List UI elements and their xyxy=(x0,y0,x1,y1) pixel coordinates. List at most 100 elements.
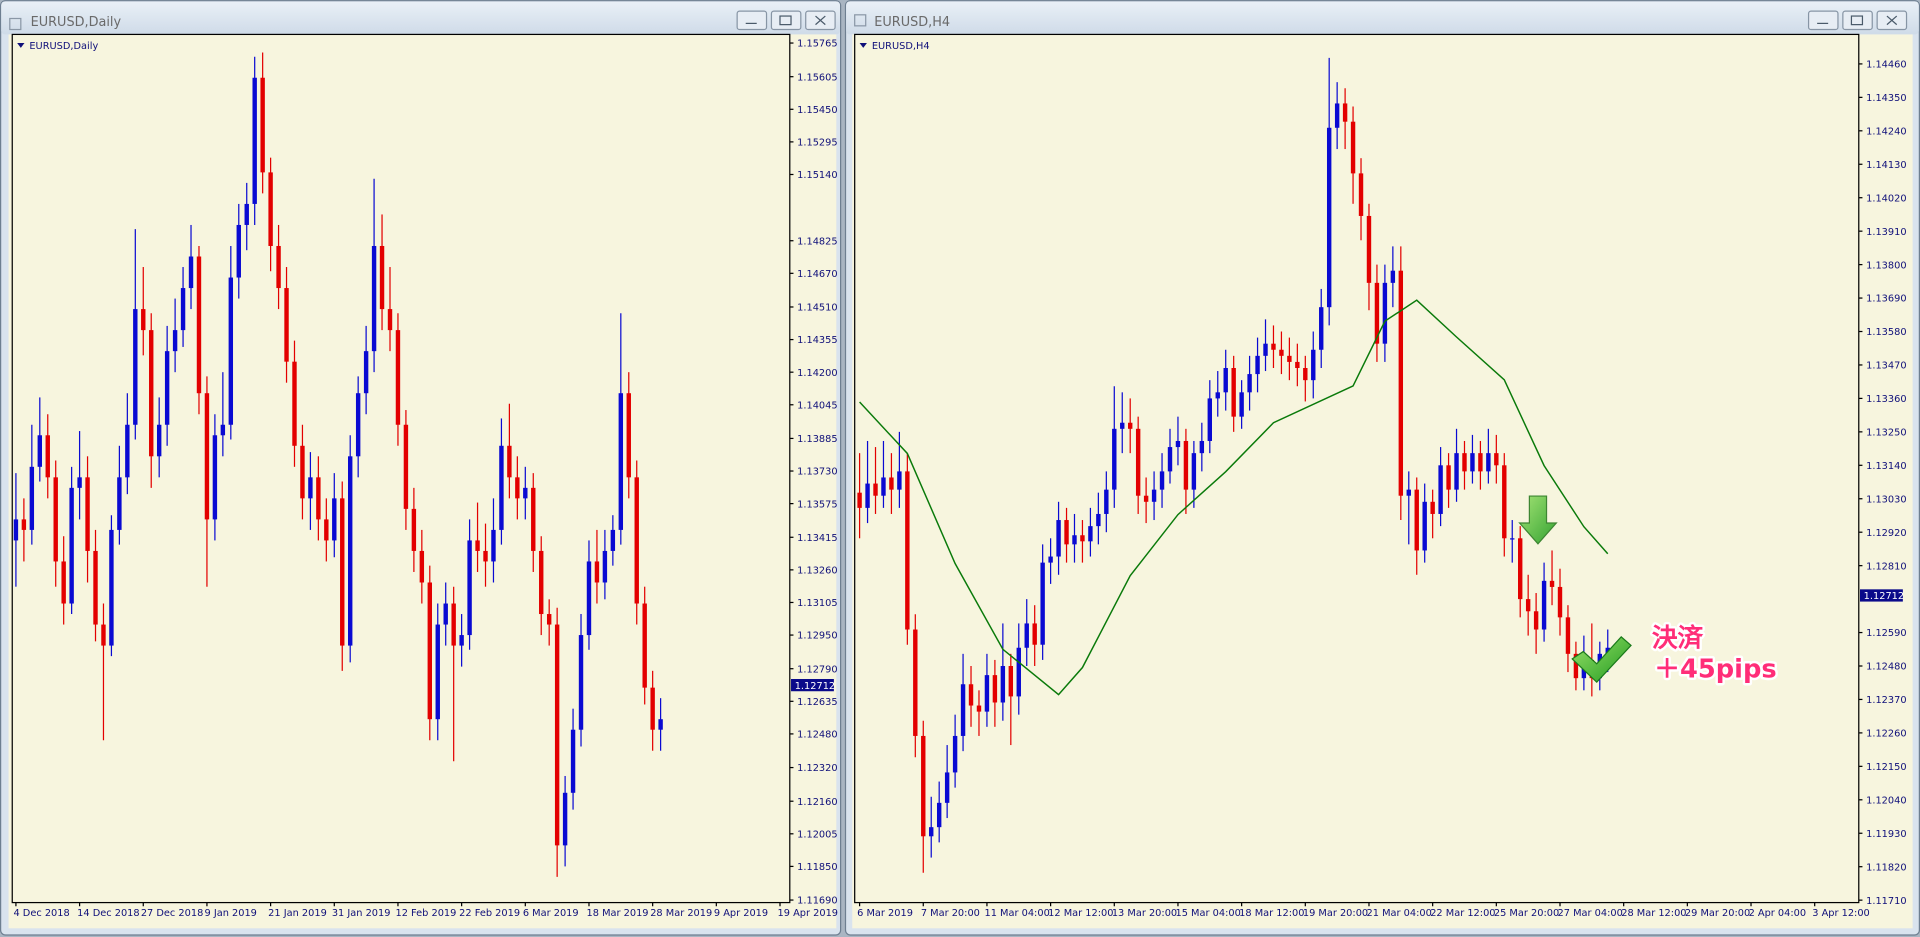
candle-body xyxy=(1128,422,1133,429)
candle-body xyxy=(1573,653,1579,679)
minimize-button[interactable] xyxy=(1807,10,1839,31)
candle-body xyxy=(1533,611,1539,630)
window-title: EURUSD,H4 xyxy=(874,15,950,30)
candle-body xyxy=(292,361,297,446)
check-icon xyxy=(1571,636,1632,684)
candle-body xyxy=(1446,465,1451,490)
candle-body xyxy=(1486,453,1491,472)
x-tick-label: 28 Mar 12:00 xyxy=(1621,908,1686,919)
candle-body xyxy=(475,540,480,551)
candle-body xyxy=(1191,453,1197,490)
candle-body xyxy=(610,529,616,551)
y-tick-label: 1.15450 xyxy=(797,105,837,116)
candle-body xyxy=(1295,361,1300,368)
candle-body xyxy=(889,477,894,490)
candle-body xyxy=(324,519,329,541)
candle-body xyxy=(1311,349,1316,381)
candle-body xyxy=(53,477,58,562)
candle-body xyxy=(411,508,417,551)
candle-body xyxy=(13,519,19,541)
y-tick-label: 1.14825 xyxy=(797,236,837,247)
candle-body xyxy=(1088,526,1093,542)
candle-body xyxy=(1287,355,1292,362)
y-tick-label: 1.12260 xyxy=(1866,729,1906,740)
candle-body xyxy=(634,477,639,604)
candle-body xyxy=(300,445,305,499)
y-tick-label: 1.13140 xyxy=(1866,461,1906,472)
moving-average xyxy=(859,299,1609,696)
candle-body xyxy=(968,684,974,706)
minimize-button[interactable] xyxy=(736,10,768,31)
y-tick-label: 1.14510 xyxy=(797,303,837,314)
candle-body xyxy=(1406,489,1411,496)
x-tick-label: 18 Mar 2019 xyxy=(587,908,649,919)
candle-body xyxy=(308,477,313,499)
candle-body xyxy=(618,393,624,530)
candle-body xyxy=(355,393,361,457)
price-tag-label: 1.12712 xyxy=(795,681,835,692)
window-icon xyxy=(9,17,22,31)
candle-body xyxy=(1557,586,1563,618)
candle-body xyxy=(1565,617,1571,654)
candle-body xyxy=(276,245,281,289)
candle-body xyxy=(929,827,934,837)
candle-body xyxy=(499,445,504,530)
candle-body xyxy=(133,309,138,425)
y-tick-label: 1.15295 xyxy=(797,138,837,149)
candle-body xyxy=(212,435,218,520)
candle-body xyxy=(602,550,608,583)
candle-body xyxy=(1525,599,1531,612)
candle-body xyxy=(539,550,544,615)
candle-body xyxy=(531,487,536,551)
candle-body xyxy=(1247,374,1252,393)
candle-body xyxy=(196,256,202,394)
candle-body xyxy=(626,393,631,478)
maximize-button[interactable] xyxy=(1842,10,1873,31)
price-tag xyxy=(791,678,834,692)
candle-body xyxy=(1112,428,1117,490)
y-tick-label: 1.14670 xyxy=(797,269,837,280)
candle-body xyxy=(1024,623,1029,648)
x-tick-label: 18 Mar 12:00 xyxy=(1239,908,1304,919)
candle-body xyxy=(1215,392,1220,399)
candle-body xyxy=(188,256,194,289)
candle-body xyxy=(467,540,472,636)
candle-body xyxy=(1510,538,1515,540)
chart-area xyxy=(8,34,837,929)
y-tick-label: 1.12950 xyxy=(797,631,837,642)
candle-body xyxy=(268,172,273,246)
candle-body xyxy=(1255,355,1260,375)
y-tick-label: 1.12920 xyxy=(1866,528,1906,539)
maximize-button[interactable] xyxy=(770,10,802,31)
x-tick-label: 31 Jan 2019 xyxy=(332,908,391,919)
window-daily: EURUSD,Daily xyxy=(0,0,842,936)
y-tick-label: 1.13470 xyxy=(1866,361,1906,372)
candle-body xyxy=(1231,367,1236,417)
candle-body xyxy=(284,288,289,362)
x-tick-label: 15 Mar 04:00 xyxy=(1176,908,1241,919)
candle-body xyxy=(1175,440,1181,448)
candle-body xyxy=(1271,343,1276,350)
candle-body xyxy=(1048,556,1053,563)
candle-body xyxy=(1167,447,1173,472)
annotation-text: ＋45pips xyxy=(1654,654,1776,684)
y-tick-label: 1.13415 xyxy=(797,533,837,544)
candle-body xyxy=(1040,562,1045,645)
candle-body xyxy=(1104,489,1109,514)
y-tick-label: 1.12790 xyxy=(797,664,837,675)
y-tick-label: 1.12810 xyxy=(1866,561,1906,572)
candle-body xyxy=(1080,535,1085,542)
candle-body xyxy=(1120,422,1125,429)
candle-body xyxy=(1494,453,1499,466)
candle-body xyxy=(1366,215,1372,283)
y-tick-label: 1.11710 xyxy=(1866,896,1906,907)
candle-body xyxy=(936,802,942,828)
candle-body xyxy=(101,624,106,646)
icon xyxy=(1850,15,1864,26)
x-tick-label: 19 Mar 20:00 xyxy=(1303,908,1368,919)
candle-body xyxy=(1502,465,1507,539)
candle-body xyxy=(109,529,114,646)
candle-body xyxy=(1016,647,1021,697)
